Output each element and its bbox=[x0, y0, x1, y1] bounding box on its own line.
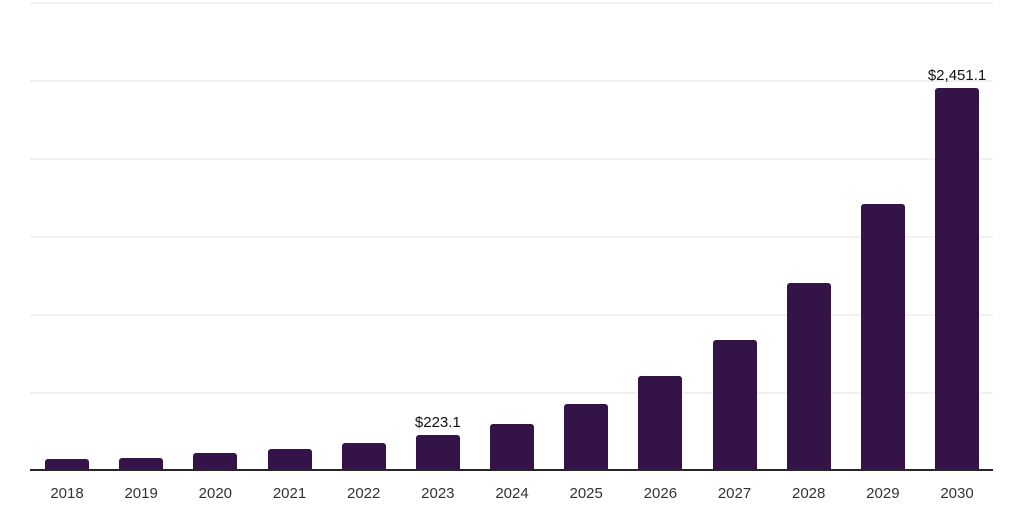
x-tick-label-2030: 2030 bbox=[940, 485, 974, 502]
x-axis-line bbox=[30, 469, 993, 471]
bar-2027 bbox=[712, 339, 757, 470]
gridline-1000 bbox=[30, 314, 993, 316]
bar-2030 bbox=[935, 87, 980, 470]
bar-value-label-2030: $2,451.1 bbox=[927, 66, 987, 84]
bar-2024 bbox=[490, 424, 535, 470]
bar-2026 bbox=[638, 376, 683, 470]
bar-2029 bbox=[860, 204, 905, 470]
bar-2019 bbox=[119, 457, 164, 470]
gridline-2000 bbox=[30, 158, 993, 160]
x-tick-label-2024: 2024 bbox=[495, 485, 529, 502]
gridline-500 bbox=[30, 392, 993, 394]
gridline-2500 bbox=[30, 80, 993, 82]
x-tick-label-2020: 2020 bbox=[198, 485, 233, 502]
gridline-3000 bbox=[30, 2, 993, 4]
x-tick-label-2018: 2018 bbox=[50, 485, 84, 502]
bar-2021 bbox=[267, 448, 312, 470]
x-tick-label-2028: 2028 bbox=[792, 485, 826, 502]
x-tick-label-2025: 2025 bbox=[569, 485, 603, 502]
x-tick-label-2026: 2026 bbox=[643, 485, 678, 502]
bar-2025 bbox=[564, 403, 609, 470]
bar-2028 bbox=[786, 282, 831, 470]
bar-2020 bbox=[193, 453, 238, 470]
x-tick-label-2021: 2021 bbox=[272, 485, 307, 502]
x-tick-label-2022: 2022 bbox=[346, 485, 381, 502]
x-tick-label-2019: 2019 bbox=[124, 485, 158, 502]
x-tick-label-2027: 2027 bbox=[717, 485, 752, 502]
bar-2022 bbox=[341, 442, 386, 470]
bar-value-label-2023: $223.1 bbox=[414, 414, 461, 432]
gridline-1500 bbox=[30, 236, 993, 238]
plot-area: $223.1 $2,451.1 bbox=[30, 2, 993, 470]
bar-2023 bbox=[415, 435, 460, 470]
bar-2018 bbox=[45, 459, 89, 470]
x-tick-label-2023: 2023 bbox=[421, 485, 455, 502]
x-tick-label-2029: 2029 bbox=[866, 485, 900, 502]
